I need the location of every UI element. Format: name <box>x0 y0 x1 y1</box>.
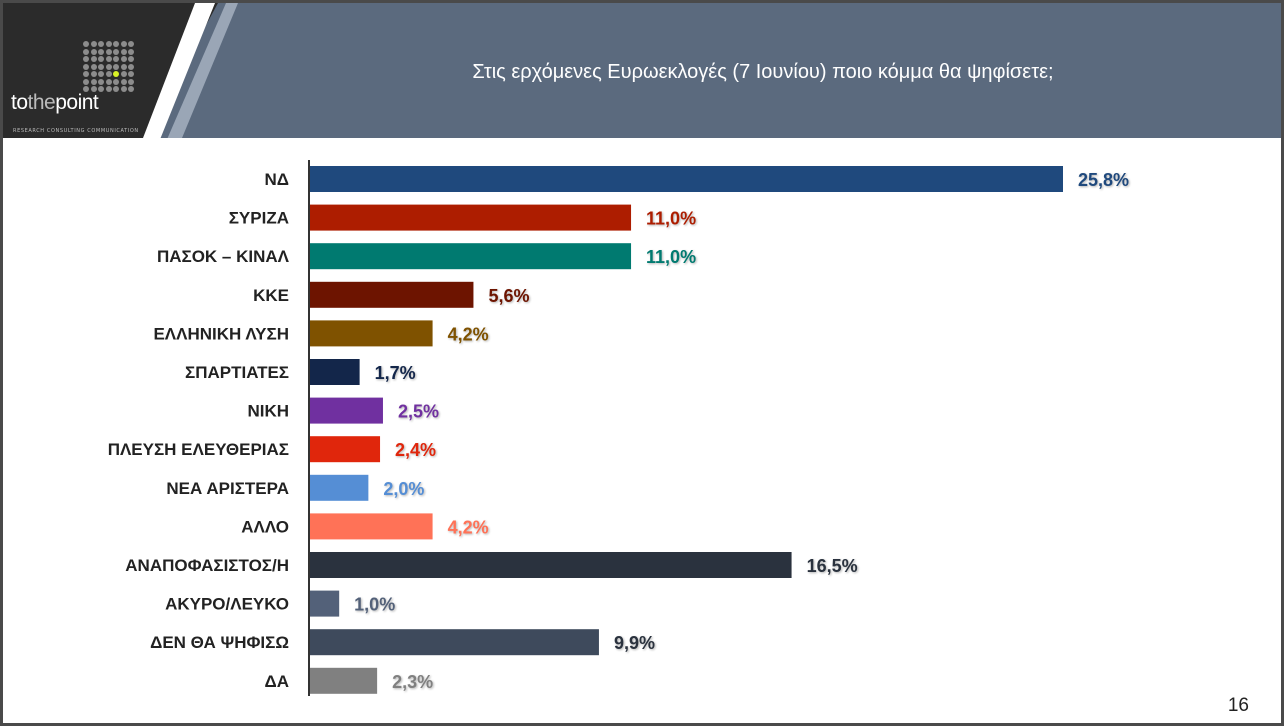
category-label: ΝΔ <box>265 170 290 189</box>
value-label: 2,4% <box>395 440 436 460</box>
category-label: ΚΚΕ <box>253 286 289 305</box>
category-label: ΣΥΡΙΖΑ <box>229 209 289 228</box>
slide: tothepoint RESEARCH CONSULTING COMMUNICA… <box>3 3 1281 723</box>
bar-2 <box>310 243 632 270</box>
bar-chart: ΝΔ 25,8% ΣΥΡΙΖΑ 11,0% ΠΑΣΟΚ – ΚΙΝΑΛ 11,0% ΚΚΕ 5… <box>108 160 1129 696</box>
bar-8 <box>310 474 369 501</box>
bar-13 <box>310 667 378 694</box>
bar-5 <box>310 359 360 385</box>
value-label: 2,5% <box>398 402 439 422</box>
bar-4 <box>310 320 433 347</box>
value-label: 11,0% <box>646 247 696 267</box>
value-label: 4,2% <box>448 324 489 344</box>
category-label: ΔΑ <box>265 672 290 691</box>
bar-12 <box>310 629 599 656</box>
bar-6 <box>310 397 383 424</box>
bar-9 <box>310 513 433 540</box>
bar-10 <box>310 552 792 578</box>
category-label: ΠΛΕΥΣΗ ΕΛΕΥΘΕΡΙΑΣ <box>108 440 289 459</box>
logo-dots-icon <box>83 41 134 92</box>
value-label: 2,0% <box>383 479 424 499</box>
page-number: 16 <box>1227 695 1249 716</box>
logo: tothepoint RESEARCH CONSULTING COMMUNICA… <box>3 3 143 138</box>
category-label: ΠΑΣΟΚ – ΚΙΝΑΛ <box>157 247 290 266</box>
value-label: 9,9% <box>614 633 655 653</box>
bar-11 <box>310 590 340 617</box>
category-label: ΑΝΑΠΟΦΑΣΙΣΤΟΣ/Η <box>125 556 289 575</box>
value-label: 1,7% <box>375 363 416 383</box>
bar-0 <box>310 166 1063 192</box>
category-label: ΔΕΝ ΘΑ ΨΗΦΙΣΩ <box>150 633 289 652</box>
header-bar: tothepoint RESEARCH CONSULTING COMMUNICA… <box>3 3 1281 138</box>
value-label: 11,0% <box>646 209 696 229</box>
category-label: ΝΕΑ ΑΡΙΣΤΕΡΑ <box>166 479 289 498</box>
category-label: ΕΛΛΗΝΙΚΗ ΛΥΣΗ <box>153 324 289 343</box>
value-label: 2,3% <box>392 672 433 692</box>
page-title: Στις ερχόμενες Ευρωεκλογές (7 Ιουνίου) π… <box>472 61 1054 83</box>
category-label: ΣΠΑΡΤΙΑΤΕΣ <box>185 363 289 382</box>
logo-tagline: RESEARCH CONSULTING COMMUNICATION <box>13 128 139 134</box>
category-label: ΝΙΚΗ <box>247 402 289 421</box>
bar-7 <box>310 436 381 463</box>
value-label: 1,0% <box>354 595 395 615</box>
value-label: 4,2% <box>448 517 489 537</box>
bar-1 <box>310 204 632 231</box>
value-label: 5,6% <box>488 286 529 306</box>
value-label: 25,8% <box>1078 170 1129 190</box>
category-label: ΑΚΥΡΟ/ΛΕΥΚΟ <box>165 595 289 614</box>
category-label: ΑΛΛΟ <box>241 517 289 536</box>
value-label: 16,5% <box>807 556 858 576</box>
logo-wordmark: tothepoint <box>11 91 99 114</box>
bar-3 <box>310 281 474 308</box>
